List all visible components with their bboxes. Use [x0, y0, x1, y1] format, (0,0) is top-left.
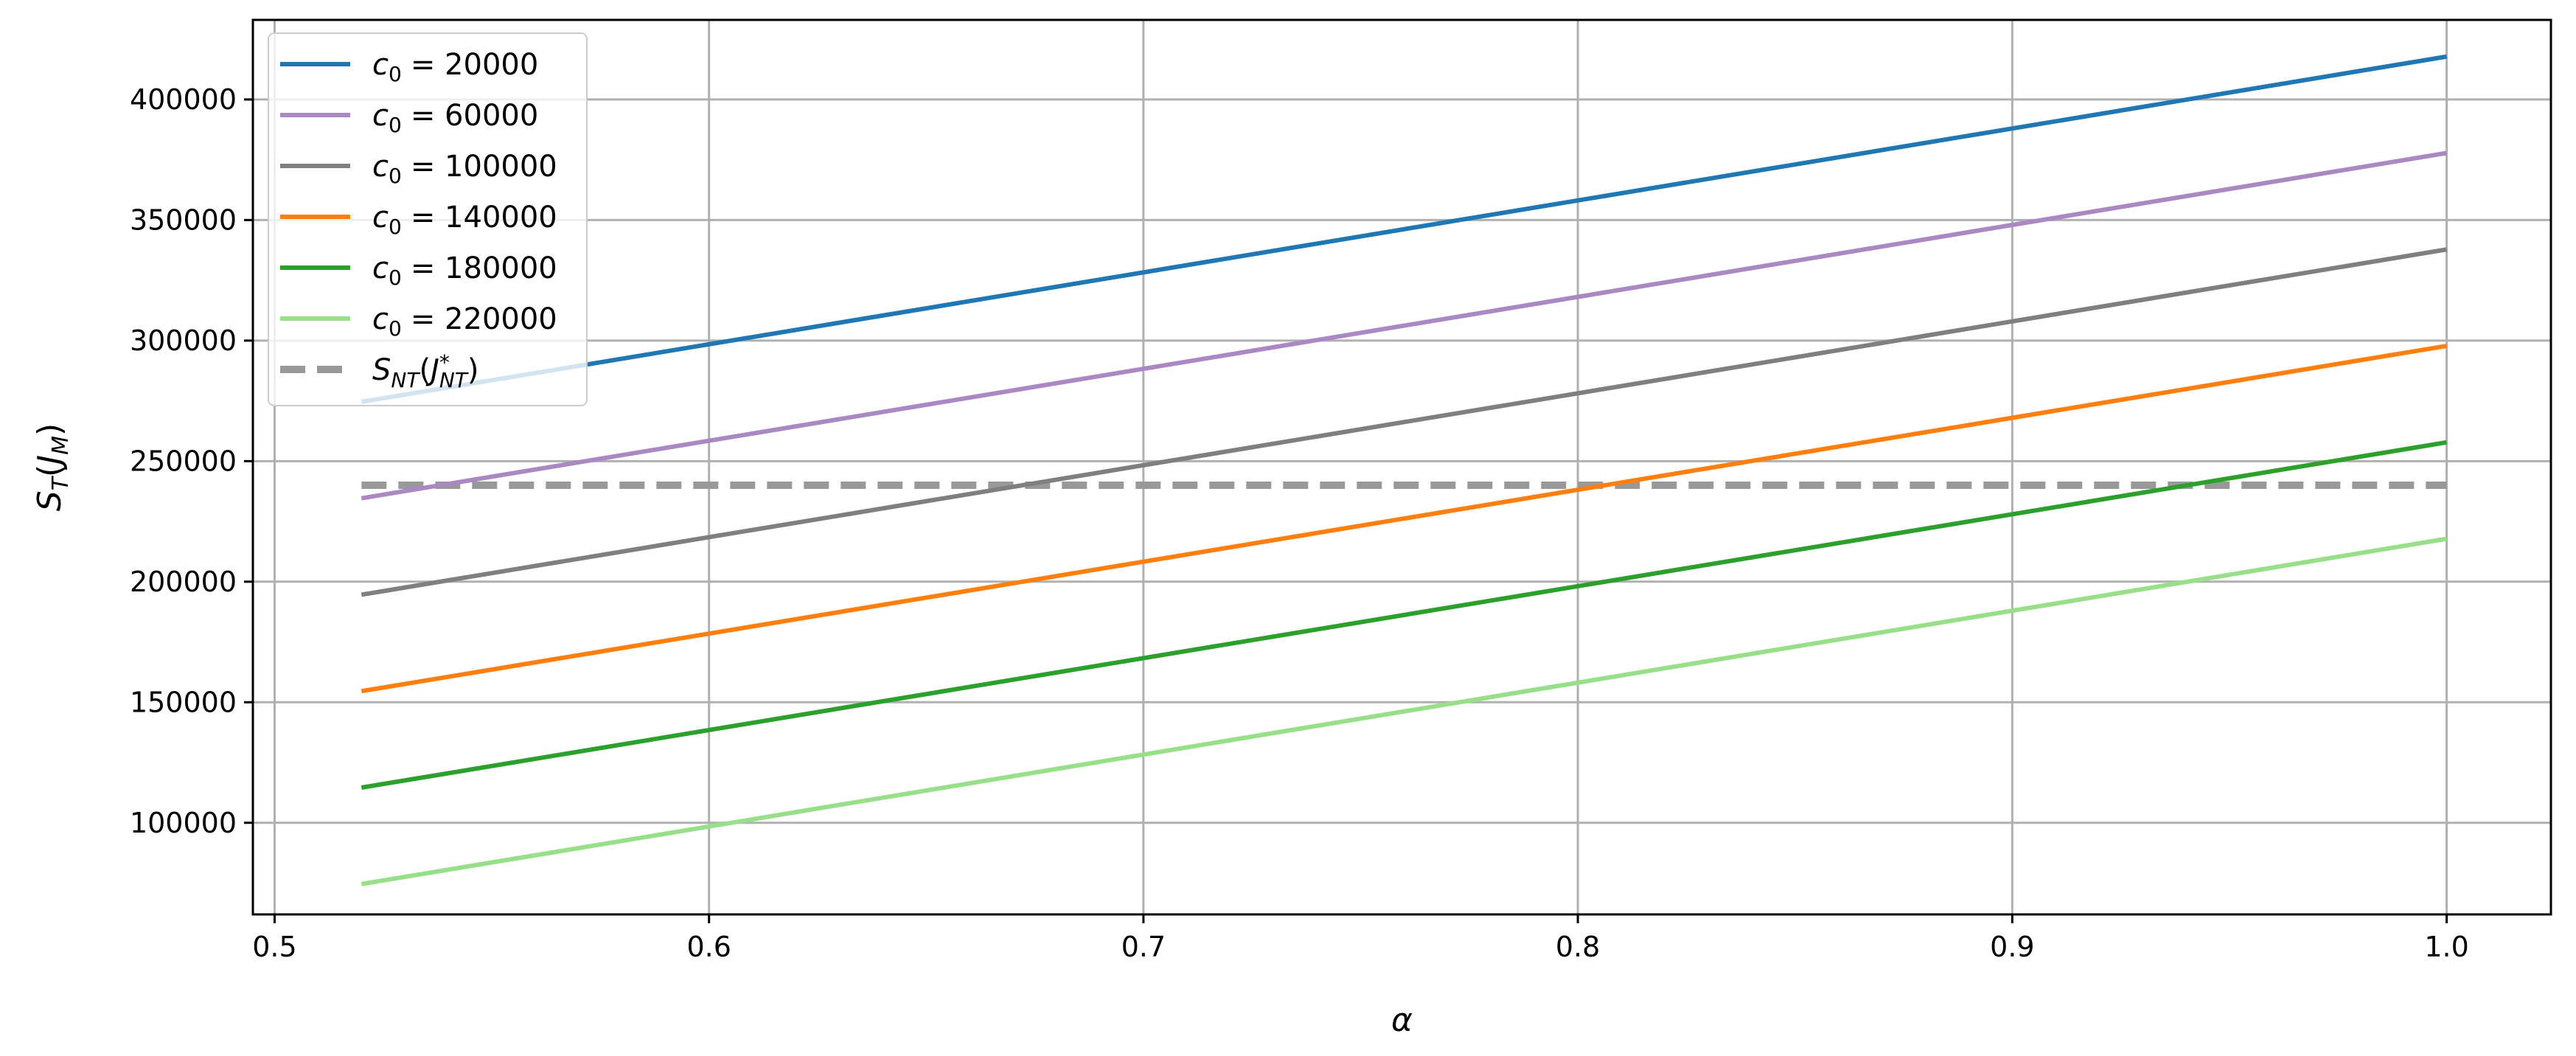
y-tick-label: 250000 — [130, 445, 237, 477]
legend-entry: c0 = 180000 — [372, 251, 557, 290]
legend-entry: c0 = 100000 — [372, 150, 557, 188]
y-tick-label: 350000 — [130, 204, 237, 236]
legend-entry: c0 = 220000 — [372, 302, 557, 341]
x-axis: 0.5 0.6 0.7 0.8 0.9 1.0 — [252, 914, 2469, 963]
y-tick-label: 100000 — [130, 807, 237, 839]
x-tick-label: 0.5 — [252, 931, 296, 963]
series-line-6 — [361, 536, 2448, 886]
legend-box — [268, 32, 588, 406]
legend-entry: c0 = 60000 — [372, 99, 538, 137]
series-lines — [361, 54, 2448, 886]
legend-entry-reference: SNT(J* NT) — [372, 350, 479, 392]
legend: c0 = 20000 c0 = 60000 c0 = 100000 c0 = 140000 c0… — [268, 32, 588, 406]
y-axis-label: ST(JM) — [31, 423, 74, 511]
x-tick-label: 1.0 — [2424, 931, 2468, 963]
plot-frame — [251, 18, 2552, 916]
y-tick-label: 200000 — [130, 566, 237, 598]
x-tick-label: 0.7 — [1121, 931, 1166, 963]
x-tick-label: 0.9 — [1990, 931, 2034, 963]
x-tick-label: 0.6 — [686, 931, 731, 963]
series-line-5 — [361, 440, 2448, 790]
y-axis: 100000 150000 200000 250000 300000 350000 4000… — [130, 83, 253, 839]
series-line-1 — [361, 54, 2448, 404]
y-tick-label: 300000 — [130, 324, 237, 357]
legend-entry: c0 = 140000 — [372, 201, 557, 239]
x-tick-label: 0.8 — [1556, 931, 1600, 963]
series-line-3 — [361, 247, 2448, 597]
y-tick-label: 150000 — [130, 686, 237, 718]
series-line-2 — [361, 150, 2448, 501]
grid — [253, 20, 2551, 914]
x-axis-label: α — [1391, 1001, 1413, 1039]
legend-entry: c0 = 20000 — [372, 48, 538, 86]
series-line-4 — [361, 344, 2448, 694]
y-tick-label: 400000 — [130, 83, 237, 116]
